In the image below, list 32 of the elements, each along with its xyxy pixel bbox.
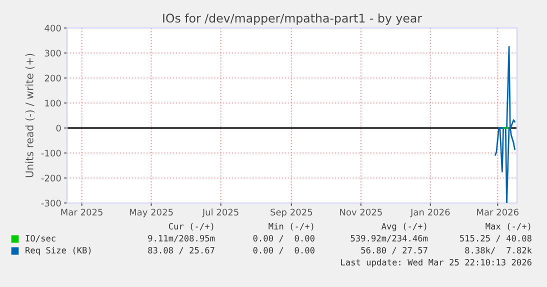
- y-tick-label: 100: [45, 100, 61, 107]
- y-tick-label: 300: [44, 50, 61, 57]
- chart-title: IOs for /dev/mapper/mpatha-part1 - by year: [163, 13, 422, 25]
- x-tick-label: Mar 2025: [61, 208, 102, 216]
- y-axis-title: Units read (-) / write (+): [25, 54, 35, 178]
- text: 539.92m/234.46m: [350, 235, 428, 242]
- text: 56.80 / 27.57: [361, 247, 428, 254]
- legend-label: IO/sec: [26, 235, 56, 242]
- x-tick-label: Sep 2025: [270, 208, 312, 218]
- y-tick-label: 400: [44, 24, 61, 32]
- text: 0.00 / 0.00: [253, 247, 314, 254]
- text: 83.08 / 25.67: [148, 247, 214, 254]
- text: 515.25 / 40.08: [460, 235, 532, 242]
- text: 8.38k/ 7.82k: [465, 246, 532, 254]
- text: Cur (-/+): [168, 222, 214, 231]
- text: 9.11m/208.95m: [148, 235, 215, 242]
- x-tick-label: Jan 2026: [410, 208, 450, 218]
- x-tick-label: May 2025: [130, 208, 173, 218]
- x-tick-label: Jul 2025: [202, 208, 238, 218]
- legend-label: Req Size (KB): [26, 246, 91, 256]
- x-tick-label: Nov 2025: [340, 208, 382, 216]
- y-tick-label: -200: [41, 174, 61, 182]
- y-tick-label: -300: [41, 200, 61, 207]
- x-tick-label: Mar 2026: [477, 208, 519, 216]
- text: Min (-/+): [268, 222, 314, 231]
- y-tick-label: -100: [41, 150, 61, 157]
- y-tick-label: 200: [44, 74, 61, 82]
- y-tick-label: 0: [56, 124, 61, 132]
- text: Max (-/+): [486, 222, 530, 231]
- text: Last update: Wed Mar 25 22:10:13 2026: [341, 258, 532, 268]
- text: 0.00 / 0.00: [253, 235, 314, 242]
- text: Avg (-/+): [382, 222, 426, 232]
